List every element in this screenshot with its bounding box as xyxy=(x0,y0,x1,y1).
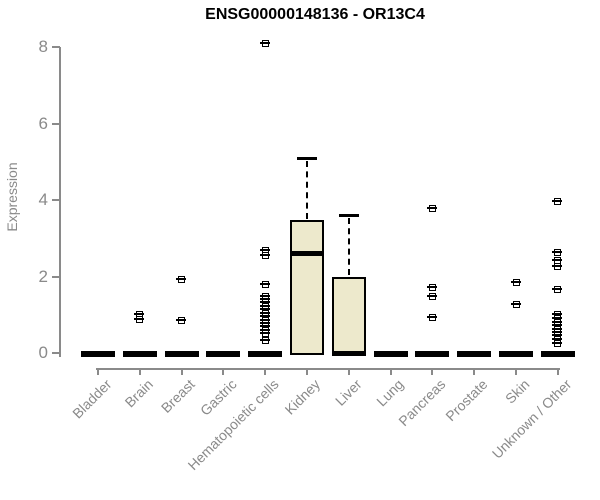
outlier-point xyxy=(259,39,270,47)
zero-box-bar xyxy=(164,351,199,357)
outlier-point xyxy=(552,198,563,206)
y-axis-tick xyxy=(52,122,60,125)
outlier-point xyxy=(510,300,521,308)
y-axis-tick xyxy=(52,352,60,354)
zero-box-bar xyxy=(248,351,283,357)
x-category-label: Skin xyxy=(501,376,533,407)
outlier-point xyxy=(426,205,437,213)
chart-title: ENSG00000148136 - OR13C4 xyxy=(205,6,425,23)
outlier-point xyxy=(259,252,270,260)
x-axis-tick xyxy=(306,368,308,375)
outlier-point xyxy=(552,263,563,271)
outlier-point xyxy=(552,249,563,257)
y-axis-tick xyxy=(52,46,60,48)
outlier-point xyxy=(552,339,563,347)
whisker-line xyxy=(306,160,308,219)
outlier-point xyxy=(510,278,521,286)
x-axis-tick xyxy=(180,368,183,375)
outlier-point xyxy=(426,284,437,292)
zero-box-bar xyxy=(415,351,450,357)
y-axis-tick xyxy=(52,199,60,201)
zero-box-bar xyxy=(373,351,408,357)
x-axis-tick xyxy=(222,368,225,375)
x-category-label: Unknown / Other xyxy=(488,376,575,462)
zero-box-bar xyxy=(122,351,157,357)
x-axis-tick xyxy=(138,368,141,375)
outlier-point xyxy=(259,336,270,344)
outlier-point xyxy=(259,281,270,289)
x-axis-tick xyxy=(347,368,350,375)
x-axis-tick xyxy=(473,368,476,375)
x-axis-tick xyxy=(97,368,99,375)
y-tick-label: 8 xyxy=(38,37,48,56)
x-category-label: Brain xyxy=(121,376,157,411)
x-axis-tick xyxy=(264,368,267,375)
zero-box-bar xyxy=(206,351,241,357)
outlier-point xyxy=(552,286,563,294)
x-axis-tick xyxy=(431,368,434,375)
outlier-point xyxy=(176,316,187,324)
x-axis-tick xyxy=(515,368,517,375)
zero-box-bar xyxy=(499,351,533,357)
x-axis-tick xyxy=(389,368,392,375)
outlier-point xyxy=(552,256,563,264)
y-tick-label: 2 xyxy=(38,266,48,286)
outlier-point xyxy=(134,315,145,323)
zero-box-bar xyxy=(540,351,575,357)
y-tick-label: 0 xyxy=(38,343,48,362)
whisker-line xyxy=(347,218,350,276)
whisker-cap xyxy=(297,156,317,160)
y-tick-label: 4 xyxy=(38,190,48,209)
y-axis-line xyxy=(59,47,61,357)
x-category-label: Prostate xyxy=(442,376,491,425)
x-category-label: Breast xyxy=(157,376,198,416)
median-line xyxy=(331,350,366,356)
x-axis-tick xyxy=(556,368,559,375)
x-axis-line xyxy=(96,368,560,370)
x-category-label: Kidney xyxy=(281,376,324,418)
box-body xyxy=(331,276,366,355)
x-category-label: Lung xyxy=(373,376,407,410)
y-axis-tick xyxy=(52,275,60,278)
whisker-cap xyxy=(338,214,359,218)
x-category-label: Bladder xyxy=(68,376,115,422)
box-body xyxy=(290,219,324,355)
x-category-label: Liver xyxy=(332,376,366,409)
outlier-point xyxy=(426,313,437,321)
zero-box-bar xyxy=(457,351,492,357)
median-line xyxy=(290,251,324,257)
zero-box-bar xyxy=(81,351,115,357)
outlier-point xyxy=(426,292,437,300)
y-tick-label: 6 xyxy=(38,113,48,133)
outlier-point xyxy=(176,275,187,283)
